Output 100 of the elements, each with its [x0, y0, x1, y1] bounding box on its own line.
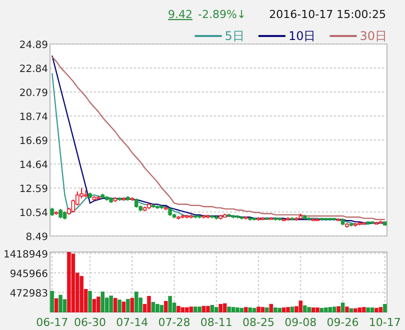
bar: [231, 307, 236, 312]
bar: [273, 307, 278, 312]
bar: [109, 296, 113, 312]
bar: [218, 304, 222, 312]
bar: [286, 307, 290, 312]
bar: [298, 300, 303, 312]
bar: [202, 306, 206, 312]
bar: [328, 307, 332, 312]
bar: [126, 298, 130, 312]
y-tick-label: 18.74: [19, 112, 48, 123]
bar: [240, 308, 244, 312]
bar: [358, 307, 362, 312]
bar: [332, 306, 336, 312]
bar: [244, 307, 248, 312]
x-tick-label: 09-26: [326, 316, 359, 329]
bar: [311, 307, 316, 312]
x-tick-label: 06-30: [74, 316, 106, 329]
text: -2.89%↓: [198, 8, 246, 21]
x-tick-label: 06-17: [36, 316, 68, 329]
bar: [100, 292, 105, 312]
bar: [54, 298, 58, 312]
y-tick-label: 8.49: [26, 232, 48, 243]
bar: [151, 302, 156, 312]
bar: [227, 306, 231, 312]
bar: [282, 307, 286, 312]
bar: [248, 307, 252, 312]
y-tick-label: 1418949: [3, 249, 48, 260]
bar: [164, 300, 168, 312]
bar: [206, 306, 210, 312]
y-tick-label: 12.59: [19, 184, 48, 195]
bar: [185, 307, 189, 312]
text: 2016-10-17 15:00:25: [269, 8, 386, 21]
bar: [160, 304, 164, 312]
bar: [58, 294, 62, 312]
bar: [210, 304, 214, 312]
bar: [374, 308, 378, 312]
x-tick-label: 07-14: [116, 316, 148, 329]
bar: [50, 290, 54, 312]
y-tick-label: 14.64: [19, 160, 48, 171]
bar: [307, 307, 311, 312]
bar: [340, 302, 345, 312]
bar: [320, 308, 324, 312]
bar: [378, 307, 383, 312]
bar: [198, 306, 202, 312]
legend-label: 30日: [360, 29, 387, 43]
y-tick-label: 24.89: [19, 40, 48, 51]
bar: [156, 304, 160, 312]
bar: [370, 307, 374, 312]
bar: [354, 308, 358, 312]
bar: [302, 305, 307, 312]
bar: [345, 306, 349, 312]
bar: [113, 298, 118, 312]
bar: [180, 307, 185, 312]
bar: [324, 307, 328, 312]
bar: [290, 306, 294, 312]
candlestick: [134, 198, 138, 208]
y-tick-label: 20.79: [19, 88, 48, 99]
x-tick-label: 10-17: [368, 316, 401, 329]
x-tick-label: 08-11: [200, 316, 232, 329]
bar: [236, 307, 240, 312]
bar: [193, 306, 198, 312]
x-tick-label: 09-08: [284, 316, 317, 329]
bar: [168, 296, 172, 312]
bar: [67, 252, 71, 312]
candlestick: [58, 208, 62, 219]
bar: [62, 299, 67, 312]
bar: [88, 290, 92, 312]
bar: [366, 307, 370, 312]
bar: [362, 307, 366, 312]
bar: [349, 308, 354, 312]
bar: [336, 306, 340, 312]
bar: [316, 307, 320, 312]
bar: [256, 306, 260, 312]
x-tick-label: 07-28: [158, 316, 190, 329]
bar: [122, 302, 126, 312]
bar: [71, 254, 76, 312]
bar: [265, 307, 269, 312]
legend-label: 5日: [224, 29, 244, 43]
bar: [80, 276, 84, 312]
bar: [260, 307, 265, 312]
bar: [130, 298, 134, 312]
bar: [278, 308, 282, 312]
y-tick-label: 472983: [10, 288, 48, 300]
text: 9.42: [168, 8, 192, 21]
y-tick-label: 945966: [10, 268, 48, 280]
bar: [189, 306, 193, 312]
x-tick-label: 08-25: [242, 316, 275, 329]
legend-label: 10日: [288, 29, 316, 43]
y-tick-label: 22.84: [19, 64, 48, 75]
bar: [383, 304, 387, 312]
bar: [269, 304, 274, 312]
bar: [222, 303, 227, 312]
y-tick-label: 16.69: [19, 136, 48, 147]
bar: [176, 306, 180, 312]
bar: [147, 296, 151, 312]
bar: [134, 292, 138, 312]
bar: [252, 308, 256, 312]
y-tick-label: 10.54: [19, 208, 48, 219]
bar: [118, 300, 122, 312]
bar: [214, 307, 218, 312]
